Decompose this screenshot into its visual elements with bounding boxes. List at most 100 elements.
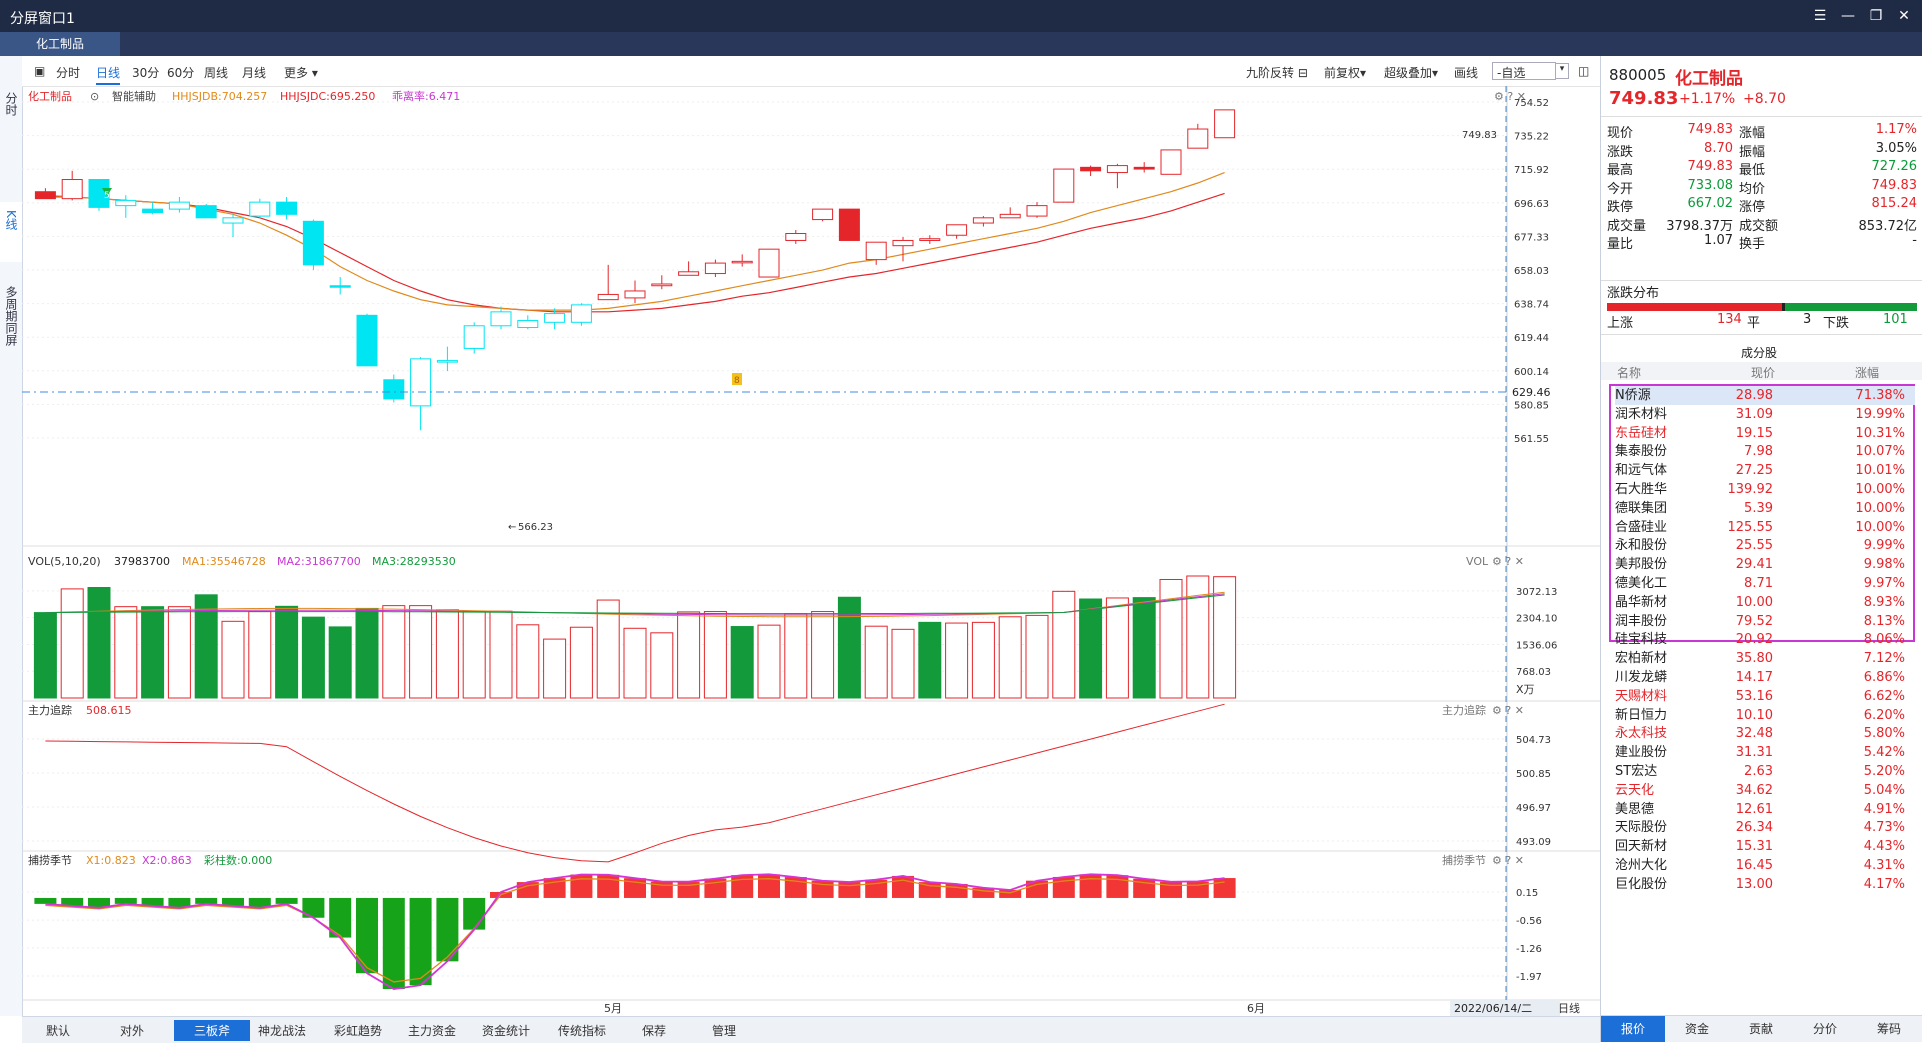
constituent-price: 79.52 [1735, 613, 1773, 629]
col-price[interactable]: 现价 [1751, 366, 1776, 380]
constituent-row[interactable]: 集泰股份 7.98 10.07% [1615, 442, 1915, 461]
constituent-row[interactable]: 天际股份 26.34 4.73% [1615, 818, 1915, 837]
constituent-row[interactable]: 美思德 12.61 4.91% [1615, 800, 1915, 819]
tab-sector[interactable]: 化工制品 [0, 32, 120, 56]
constituent-row[interactable]: 东岳硅材 19.15 10.31% [1615, 424, 1915, 443]
bl-x1: X1:0.823 [86, 854, 136, 867]
dist-bar [1607, 300, 1917, 311]
panel-toggle-icon[interactable]: ◫ [1578, 64, 1590, 78]
period-month[interactable]: 月线 [242, 66, 267, 80]
constituent-row[interactable]: 德联集团 5.39 10.00% [1615, 499, 1915, 518]
constituent-row[interactable]: 德美化工 8.71 9.97% [1615, 574, 1915, 593]
constituent-price: 10.00 [1735, 594, 1773, 610]
minimize-icon[interactable]: — [1841, 8, 1855, 24]
draw-button[interactable]: 画线 [1454, 66, 1479, 80]
tab-manage[interactable]: 管理 [712, 1024, 737, 1038]
stock-price: 749.83 [1609, 88, 1679, 109]
chevron-down-icon[interactable]: ▾ [1555, 63, 1569, 79]
constituent-row[interactable]: 天赐材料 53.16 6.62% [1615, 687, 1915, 706]
vol-tick: 1536.06 [1516, 640, 1557, 651]
candle [61, 170, 83, 201]
tab-sanbanfu[interactable]: 三板斧 [174, 1020, 251, 1041]
bl-bar-rect [222, 897, 244, 906]
constituent-row[interactable]: 永和股份 25.55 9.99% [1615, 536, 1915, 555]
layout-icon[interactable]: ▣ [34, 64, 46, 78]
tab-fund-stat[interactable]: 资金统计 [482, 1024, 531, 1038]
nine-reverse-button[interactable]: 九阶反转 ⊟ [1246, 66, 1308, 80]
constituent-row[interactable]: 润禾材料 31.09 19.99% [1615, 405, 1915, 424]
constituent-row[interactable]: 润丰股份 79.52 8.13% [1615, 612, 1915, 631]
constituent-row[interactable]: 硅宝科技 20.92 8.06% [1615, 630, 1915, 649]
chart-settings-icon[interactable]: ⚙ ? ✕ [1494, 90, 1526, 103]
constituent-row[interactable]: 和远气体 27.25 10.01% [1615, 461, 1915, 480]
tab-default[interactable]: 默认 [46, 1024, 71, 1038]
bl-settings-icon[interactable]: ⚙ ? ✕ [1492, 854, 1524, 867]
candle [999, 207, 1021, 219]
price-tick: 619.44 [1514, 333, 1549, 344]
ma-red-line [45, 192, 1225, 313]
ind2-label: HHJSJDC:695.250 [280, 90, 375, 103]
constituent-price: 26.34 [1735, 820, 1773, 836]
period-60m[interactable]: 60分 [167, 66, 195, 80]
bl-bar-rect [436, 897, 459, 962]
candle-body [544, 313, 566, 323]
zl-settings-icon[interactable]: ⚙ ? ✕ [1492, 704, 1524, 717]
dist-title: 涨跌分布 [1607, 286, 1660, 301]
overlay-dropdown[interactable]: 超级叠加▾ [1384, 66, 1439, 80]
vtab-minute[interactable]: 分时 [0, 92, 22, 120]
vtab-kline[interactable]: K线 [0, 202, 22, 262]
constituent-name: 回天新材 [1615, 839, 1668, 855]
bl-bar-rect [195, 897, 218, 904]
rtab-fund[interactable]: 资金 [1684, 1022, 1709, 1036]
col-name[interactable]: 名称 [1617, 366, 1642, 380]
constituent-row[interactable]: ST宏达 2.63 5.20% [1615, 762, 1915, 781]
volume-bar [141, 606, 165, 699]
kline-chart[interactable]: 化工制品 ⊙ 智能辅助 HHJSJDB:704.257 HHJSJDC:695.… [22, 86, 1600, 1016]
constituent-row[interactable]: 回天新材 15.31 4.43% [1615, 837, 1915, 856]
period-more[interactable]: 更多 ▾ [284, 66, 318, 80]
vtab-multi[interactable]: 多周期同屏 [0, 286, 22, 350]
watchlist-select[interactable]: -自选 ▾ [1492, 62, 1569, 80]
rtab-quote[interactable]: 报价 [1601, 1016, 1665, 1042]
tab-external[interactable]: 对外 [120, 1024, 145, 1038]
volume-bar [409, 605, 433, 699]
tab-shenlong[interactable]: 神龙战法 [258, 1024, 307, 1038]
constituent-row[interactable]: 巨化股份 13.00 4.17% [1615, 875, 1915, 894]
constituent-row[interactable]: 美邦股份 29.41 9.98% [1615, 555, 1915, 574]
constituent-row[interactable]: 晶华新材 10.00 8.93% [1615, 593, 1915, 612]
constituent-row[interactable]: 合盛硅业 125.55 10.00% [1615, 518, 1915, 537]
rtab-contrib[interactable]: 贡献 [1748, 1022, 1773, 1036]
rtab-chips[interactable]: 筹码 [1876, 1022, 1901, 1036]
vol-settings-icon[interactable]: ⚙ ? ✕ [1492, 555, 1524, 568]
volume-bar [87, 587, 111, 699]
period-30m[interactable]: 30分 [132, 66, 160, 80]
tab-rainbow[interactable]: 彩虹趋势 [334, 1024, 383, 1038]
constituent-row[interactable]: 川发龙蟒 14.17 6.86% [1615, 668, 1915, 687]
tab-traditional[interactable]: 传统指标 [558, 1024, 607, 1038]
constituent-row[interactable]: 宏柏新材 35.80 7.12% [1615, 649, 1915, 668]
col-change[interactable]: 涨幅 [1855, 366, 1880, 380]
constituent-row[interactable]: 建业股份 31.31 5.42% [1615, 743, 1915, 762]
constituent-row[interactable]: 永太科技 32.48 5.80% [1615, 724, 1915, 743]
period-week[interactable]: 周线 [204, 66, 229, 80]
close-icon[interactable]: ✕ [1898, 8, 1910, 24]
bl-tick: -0.56 [1516, 916, 1542, 927]
rtab-price-dist[interactable]: 分价 [1812, 1022, 1837, 1036]
constituent-name: 晶华新材 [1615, 594, 1668, 610]
constituent-row[interactable]: 石大胜华 139.92 10.00% [1615, 480, 1915, 499]
constituent-row[interactable]: 云天化 34.62 5.04% [1615, 781, 1915, 800]
constituent-row[interactable]: N侨源 28.98 71.38% [1615, 386, 1915, 405]
tab-main-fund[interactable]: 主力资金 [408, 1024, 457, 1038]
menu-icon[interactable]: ☰ [1813, 8, 1827, 24]
candle-body [249, 201, 271, 217]
zl-tick: 493.09 [1516, 837, 1551, 848]
restore-icon[interactable]: ❐ [1869, 8, 1883, 24]
tab-sponsor[interactable]: 保荐 [642, 1024, 667, 1038]
period-day[interactable]: 日线 [96, 64, 121, 85]
adjust-dropdown[interactable]: 前复权▾ [1324, 66, 1367, 80]
constituent-row[interactable]: 沧州大化 16.45 4.31% [1615, 856, 1915, 875]
constituent-row[interactable]: 新日恒力 10.10 6.20% [1615, 706, 1915, 725]
period-minute[interactable]: 分时 [56, 66, 81, 80]
constituent-price: 35.80 [1735, 651, 1773, 667]
assist-dropdown-icon[interactable]: ⊙ [90, 90, 99, 103]
